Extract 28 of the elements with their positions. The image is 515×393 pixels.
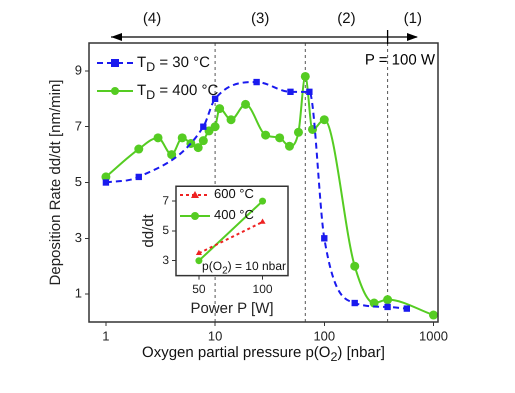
text: (4) (142, 10, 162, 27)
annotation: p(O$_{2}$) = 10 nbar (202, 259, 286, 276)
x-axis-title: Power P [W] (190, 300, 274, 318)
y-tick-label: 3 (162, 253, 170, 268)
point (195, 257, 202, 264)
y-tick-label: 5 (162, 223, 170, 238)
x-tick-label: 100 (313, 328, 336, 344)
annotation: P = 100 W (364, 52, 436, 69)
x-tick-label: 100 (252, 282, 273, 296)
text: (2) (336, 10, 357, 27)
legend-label: 600 °C (214, 186, 254, 201)
y-axis-title: dd/dt (140, 213, 158, 248)
x-axis-title: Oxygen partial pressure p(O$_{2}$) [nbar] (141, 344, 386, 364)
x-tick-label: 1 (102, 328, 110, 344)
x-tick-label: 50 (192, 282, 206, 296)
y-tick-label: 5 (74, 174, 82, 190)
y-tick-label: 7 (74, 118, 82, 134)
y-axis-title: Deposition Rate dd/dt [nm/min] (47, 80, 64, 286)
text: (1) (402, 10, 423, 27)
y-tick-label: 7 (162, 193, 170, 208)
point (259, 198, 266, 205)
y-tick-label: 3 (74, 230, 82, 245)
legend-label: T$_{D}$ = 30 °C (137, 54, 210, 74)
text: (3) (250, 10, 270, 27)
x-tick-label: 1000 (419, 328, 448, 344)
y-tick-label: 9 (74, 62, 82, 78)
legend-label: T$_{D}$ = 400 °C (137, 82, 218, 102)
x-tick-label: 10 (208, 328, 222, 344)
